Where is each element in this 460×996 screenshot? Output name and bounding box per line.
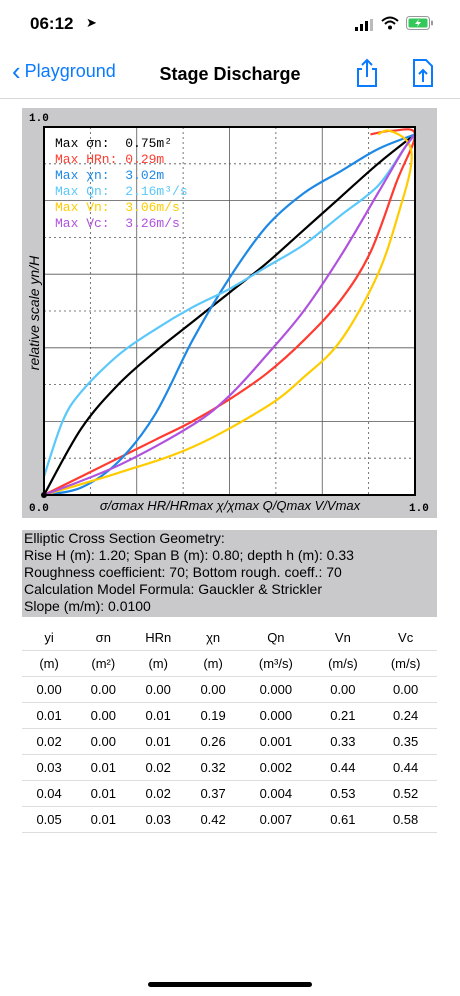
table-cell: 0.00 (22, 676, 77, 703)
share-icon[interactable] (354, 58, 380, 88)
table-cell: 0.01 (130, 728, 186, 755)
status-time: 06:12 (30, 14, 74, 33)
legend-item-chi: Max χn: 3.02m (55, 168, 165, 183)
back-button-label: Playground (24, 61, 116, 81)
page-title: Stage Discharge (159, 64, 301, 84)
battery-charging-icon (406, 16, 433, 30)
legend-item-vn: Max Vn: 3.06m/s (55, 200, 180, 215)
y-axis-label: relative scale yn/H (26, 255, 42, 371)
chevron-left-icon: ‹ (12, 56, 21, 86)
table-row: 0.04 0.01 0.02 0.37 0.004 0.53 0.52 (22, 780, 437, 807)
back-button[interactable]: ‹ Playground (12, 56, 116, 86)
table-cell: 0.002 (240, 754, 312, 781)
column-unit: (m/s) (311, 650, 375, 677)
legend-item-q: Max Qn: 2.16m³/s (55, 184, 188, 199)
table-cell: 0.02 (130, 754, 186, 781)
table-cell: 0.37 (186, 780, 241, 807)
table-cell: 0.05 (22, 806, 77, 833)
table-cell: 0.19 (186, 702, 241, 729)
column-header: χn (186, 625, 241, 651)
column-header: HRn (130, 625, 186, 651)
legend-item-vc: Max Vc: 3.26m/s (55, 216, 180, 231)
column-header: yi (22, 625, 77, 651)
table-cell: 0.00 (374, 676, 437, 703)
info-line: Slope (m/m): 0.0100 (24, 598, 151, 614)
info-line: Rise H (m): 1.20; Span B (m): 0.80; dept… (24, 547, 354, 563)
table-cell: 0.44 (374, 754, 437, 781)
table-header-row: yi σn HRn χn Qn Vn Vc (22, 625, 437, 651)
table-units-row: (m) (m²) (m) (m) (m³/s) (m/s) (m/s) (22, 650, 437, 677)
origin-tick-label: 0.0 (29, 503, 49, 515)
table-cell: 0.33 (311, 728, 375, 755)
table-cell: 0.52 (374, 780, 437, 807)
column-header: Vc (374, 625, 437, 651)
table-cell: 0.26 (186, 728, 241, 755)
table-cell: 0.58 (374, 806, 437, 833)
table-cell: 0.004 (240, 780, 312, 807)
table-cell: 0.35 (374, 728, 437, 755)
table-cell: 0.01 (76, 806, 131, 833)
column-unit: (m/s) (374, 650, 437, 677)
column-unit: (m) (186, 650, 241, 677)
results-table: yi σn HRn χn Qn Vn Vc (m) (m²) (m) (m) (… (22, 625, 437, 833)
navigation-bar: ‹ Playground Stage Discharge (0, 50, 460, 99)
geometry-info-panel: Elliptic Cross Section Geometry: Rise H … (22, 530, 437, 617)
wifi-icon (381, 16, 399, 30)
table-row: 0.00 0.00 0.00 0.00 0.000 0.00 0.00 (22, 676, 437, 703)
table-cell: 0.000 (240, 702, 312, 729)
table-cell: 0.21 (311, 702, 375, 729)
cellular-signal-icon (355, 19, 373, 31)
table-cell: 0.61 (311, 806, 375, 833)
column-unit: (m²) (76, 650, 131, 677)
table-cell: 0.03 (130, 806, 186, 833)
table-cell: 0.00 (186, 676, 241, 703)
table-cell: 0.00 (76, 728, 131, 755)
table-cell: 0.01 (76, 754, 131, 781)
table-cell: 0.000 (240, 676, 312, 703)
home-indicator[interactable] (148, 982, 312, 987)
table-cell: 0.32 (186, 754, 241, 781)
table-cell: 0.03 (22, 754, 77, 781)
table-cell: 0.00 (76, 676, 131, 703)
table-cell: 0.001 (240, 728, 312, 755)
table-cell: 0.42 (186, 806, 241, 833)
legend-item-sigma: Max σn: 0.75m² (55, 136, 173, 151)
status-bar: 06:12 ➤ (0, 0, 460, 50)
table-cell: 0.01 (22, 702, 77, 729)
table-row: 0.02 0.00 0.01 0.26 0.001 0.33 0.35 (22, 728, 437, 755)
info-line: Roughness coefficient: 70; Bottom rough.… (24, 564, 342, 580)
table-row: 0.05 0.01 0.03 0.42 0.007 0.61 0.58 (22, 806, 437, 833)
chart-legend: Max σn: 0.75m² Max HRn: 0.29m Max χn: 3.… (55, 136, 188, 232)
column-unit: (m³/s) (240, 650, 312, 677)
table-cell: 0.24 (374, 702, 437, 729)
table-cell: 0.00 (130, 676, 186, 703)
column-unit: (m) (130, 650, 186, 677)
table-cell: 0.53 (311, 780, 375, 807)
column-header: Vn (311, 625, 375, 651)
table-cell: 0.01 (76, 780, 131, 807)
x-max-tick-label: 1.0 (409, 503, 429, 515)
column-unit: (m) (22, 650, 77, 677)
column-header: Qn (240, 625, 312, 651)
table-cell: 0.007 (240, 806, 312, 833)
table-cell: 0.44 (311, 754, 375, 781)
table-cell: 0.01 (130, 702, 186, 729)
table-cell: 0.02 (130, 780, 186, 807)
x-axis-label: σ/σmax HR/HRmax χ/χmax Q/Qmax V/Vmax (99, 498, 361, 513)
table-cell: 0.02 (22, 728, 77, 755)
table-cell: 0.00 (76, 702, 131, 729)
info-line: Calculation Model Formula: Gauckler & St… (24, 581, 322, 597)
export-document-icon[interactable] (412, 58, 434, 88)
table-cell: 0.04 (22, 780, 77, 807)
column-header: σn (76, 625, 131, 651)
table-row: 0.03 0.01 0.02 0.32 0.002 0.44 0.44 (22, 754, 437, 781)
info-line: Elliptic Cross Section Geometry: (24, 530, 225, 546)
location-arrow-icon: ➤ (86, 15, 97, 30)
legend-item-hr: Max HRn: 0.29m (55, 152, 165, 167)
table-cell: 0.00 (311, 676, 375, 703)
table-row: 0.01 0.00 0.01 0.19 0.000 0.21 0.24 (22, 702, 437, 729)
y-max-tick-label: 1.0 (29, 113, 49, 125)
